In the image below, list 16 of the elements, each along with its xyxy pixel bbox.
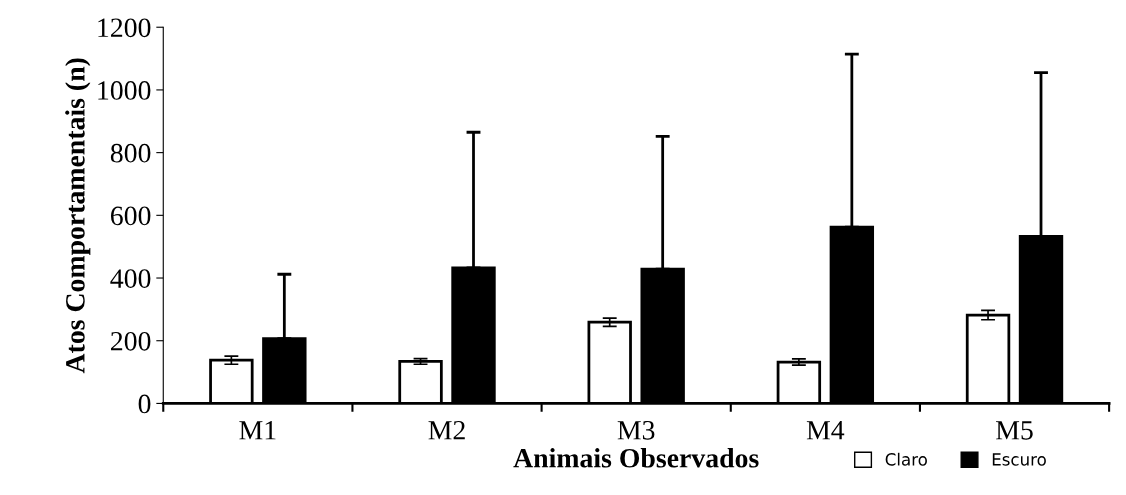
x-tick-label: M2 — [428, 420, 465, 440]
x-tick-label: M3 — [617, 420, 655, 440]
x-axis-title: Animais Observados — [513, 448, 759, 468]
legend-label: Escuro — [992, 453, 1046, 466]
x-tick-label: M4 — [806, 421, 845, 440]
x-tick-label: M5 — [996, 421, 1033, 440]
y-axis-title: Atos Comportamentais (n) — [65, 58, 91, 374]
y-tick-label: 0 — [138, 394, 151, 414]
x-tick-label: M1 — [239, 421, 276, 440]
legend-label: Claro — [885, 452, 927, 466]
y-tick-label: 1000 — [98, 81, 151, 100]
y-tick-label: 200 — [111, 331, 151, 351]
y-tick-label: 800 — [110, 143, 151, 163]
y-tick-label: 600 — [110, 206, 151, 226]
y-tick-label: 400 — [110, 269, 151, 288]
y-tick-label: 1200 — [98, 18, 151, 38]
